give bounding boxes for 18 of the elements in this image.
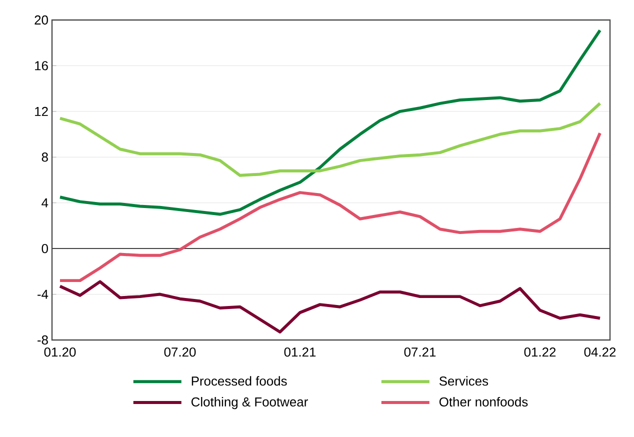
- legend-label: Services: [439, 376, 488, 386]
- x-tick-label: 01.21: [284, 347, 316, 357]
- x-tick-label: 07.21: [404, 347, 436, 357]
- y-tick-label: 12: [35, 106, 48, 116]
- y-tick-label: 8: [42, 152, 48, 162]
- y-tick-label: 0: [42, 244, 48, 254]
- x-tick-label: 04.22: [584, 347, 616, 357]
- y-tick-label: 4: [42, 198, 48, 208]
- y-tick-label: -8: [38, 335, 48, 345]
- legend-label: Clothing & Footwear: [191, 397, 308, 410]
- x-tick-label: 01.20: [44, 347, 76, 357]
- x-tick-label: 07.20: [164, 347, 196, 357]
- y-tick-label: 16: [35, 61, 48, 70]
- y-tick-label: 20: [34, 15, 48, 25]
- x-tick-label: 01.22: [524, 347, 556, 357]
- legend-label: Other nonfoods: [439, 397, 528, 407]
- y-tick-label: -4: [38, 290, 48, 299]
- legend-label: Processed foods: [192, 376, 287, 386]
